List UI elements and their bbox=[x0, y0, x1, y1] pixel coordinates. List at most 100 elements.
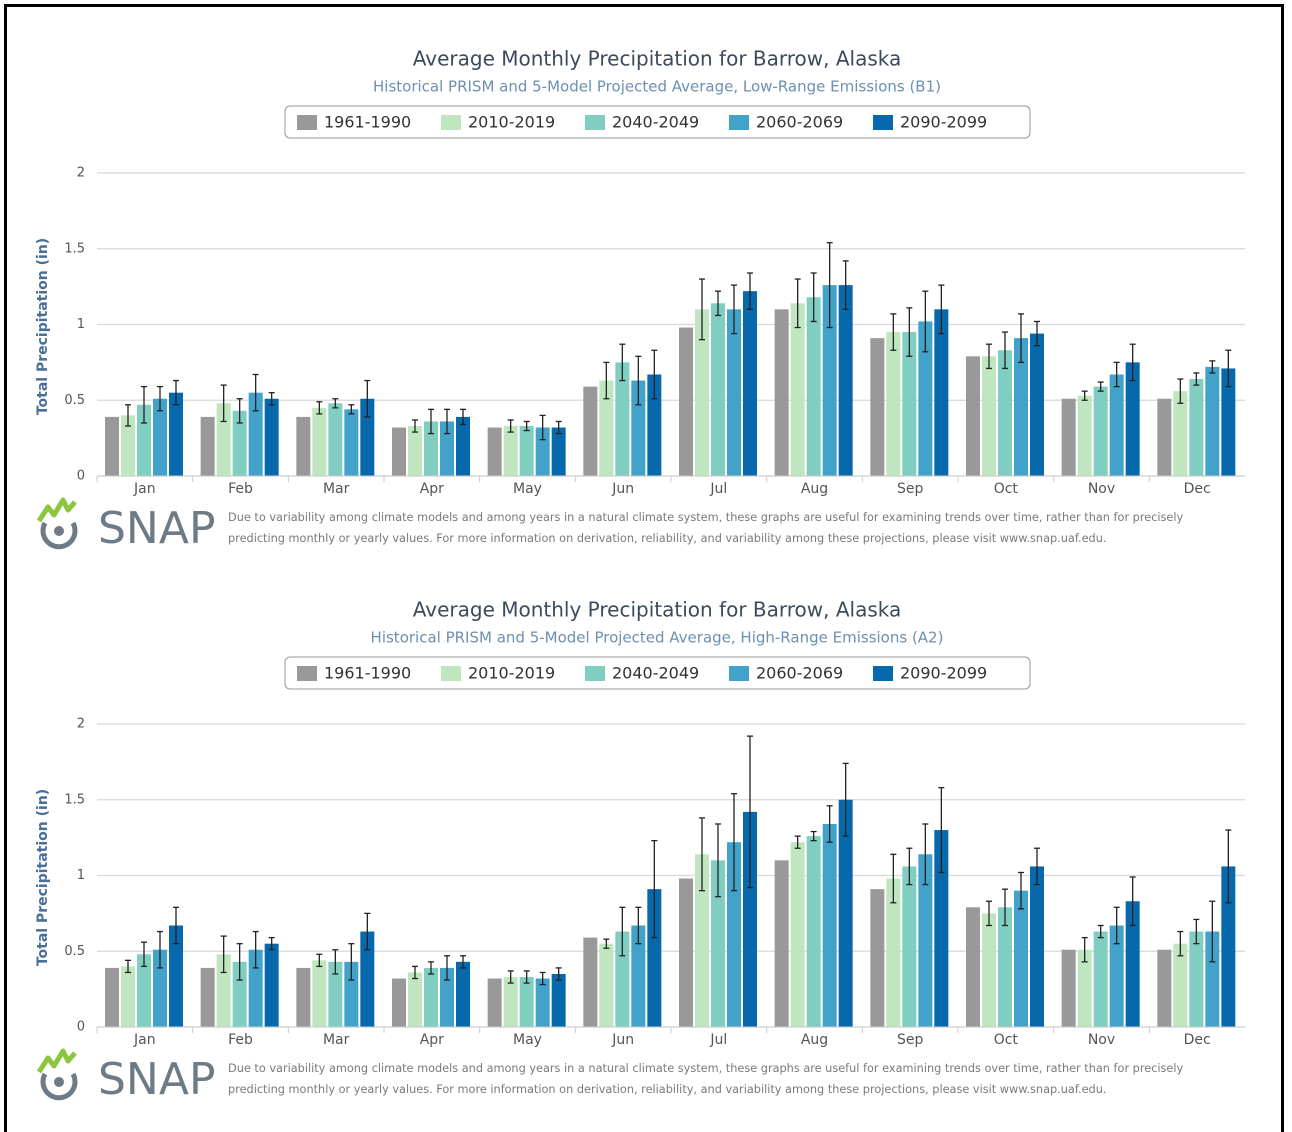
bar bbox=[344, 409, 359, 476]
bar bbox=[264, 398, 279, 476]
bar bbox=[1077, 949, 1092, 1027]
error-bar bbox=[1081, 936, 1088, 963]
bar bbox=[966, 356, 980, 476]
x-tick-label: Jul bbox=[709, 481, 727, 497]
y-axis-label: Total Precipitation (in) bbox=[35, 789, 51, 966]
x-tick-label: Oct bbox=[994, 1032, 1019, 1048]
error-bar bbox=[986, 343, 992, 370]
bar bbox=[774, 860, 789, 1027]
error-bar bbox=[715, 823, 721, 898]
x-tick-label: Jul bbox=[709, 1032, 727, 1048]
bar bbox=[806, 297, 821, 476]
bar bbox=[1061, 398, 1076, 476]
bar bbox=[998, 350, 1012, 476]
error-bar bbox=[220, 384, 227, 423]
error-bar bbox=[252, 930, 259, 969]
legend-label: 2010-2019 bbox=[468, 664, 555, 683]
bar bbox=[153, 398, 167, 476]
bar bbox=[169, 925, 183, 1027]
error-bar bbox=[316, 401, 323, 415]
error-bar bbox=[220, 935, 227, 974]
bar bbox=[408, 972, 422, 1027]
error-bar bbox=[603, 938, 610, 949]
error-bar bbox=[444, 408, 450, 435]
legend-box bbox=[284, 656, 1031, 690]
bar bbox=[918, 854, 933, 1027]
y-axis-label: Total Precipitation (in) bbox=[35, 238, 51, 415]
logo-dot bbox=[54, 1077, 64, 1087]
x-tick-label: Jan bbox=[133, 1032, 156, 1048]
bar bbox=[902, 332, 917, 476]
y-tick-label: 0.5 bbox=[64, 944, 85, 959]
error-bar bbox=[938, 284, 945, 335]
y-tick-label: 1 bbox=[77, 868, 85, 883]
x-tick-label: Apr bbox=[420, 481, 444, 497]
bar bbox=[392, 427, 406, 476]
bar bbox=[647, 374, 662, 476]
bar bbox=[1093, 386, 1108, 476]
bar bbox=[232, 961, 247, 1027]
error-bar bbox=[141, 941, 147, 968]
bar bbox=[535, 978, 550, 1027]
y-tick-label: 0 bbox=[77, 1020, 85, 1035]
error-bar bbox=[157, 930, 163, 969]
legend-swatch bbox=[297, 115, 317, 130]
bar bbox=[934, 830, 949, 1027]
legend-swatch bbox=[441, 666, 461, 681]
bar bbox=[1077, 395, 1092, 476]
error-bar bbox=[1113, 361, 1120, 388]
bar bbox=[551, 973, 566, 1027]
x-tick-label: May bbox=[513, 1032, 542, 1048]
bar bbox=[360, 931, 375, 1027]
chart-title: Average Monthly Precipitation for Barrow… bbox=[413, 47, 902, 71]
bar bbox=[838, 799, 853, 1027]
error-bar bbox=[1034, 847, 1040, 886]
bar bbox=[631, 925, 646, 1027]
error-bar bbox=[348, 943, 355, 981]
disclaimer: Due to variability among climate models … bbox=[228, 511, 1184, 545]
error-bar bbox=[922, 823, 929, 886]
error-bar bbox=[236, 943, 243, 981]
bar bbox=[1189, 931, 1204, 1027]
bar bbox=[360, 398, 375, 476]
bar bbox=[137, 404, 151, 476]
legend-swatch bbox=[297, 666, 317, 681]
logo-text: SNAP bbox=[98, 1054, 215, 1105]
bar bbox=[647, 889, 662, 1027]
error-bar bbox=[1177, 930, 1184, 957]
bar bbox=[998, 907, 1012, 1027]
logo-ring bbox=[40, 1072, 78, 1101]
bar bbox=[631, 380, 646, 476]
bar bbox=[248, 949, 263, 1027]
error-bar bbox=[986, 900, 992, 927]
bar bbox=[392, 978, 406, 1027]
bar bbox=[902, 866, 917, 1027]
error-bar bbox=[332, 398, 339, 409]
x-tick-label: Dec bbox=[1184, 481, 1211, 497]
bar bbox=[487, 427, 502, 476]
error-bar bbox=[428, 961, 434, 975]
x-tick-label: Feb bbox=[228, 1032, 253, 1048]
error-bar bbox=[444, 955, 450, 981]
bar bbox=[1030, 333, 1044, 476]
bar bbox=[583, 386, 598, 476]
error-bar bbox=[523, 420, 530, 432]
error-bar bbox=[747, 735, 753, 889]
x-tick-label: Sep bbox=[897, 481, 924, 497]
bar bbox=[1014, 890, 1028, 1027]
bar bbox=[137, 954, 151, 1027]
error-bar bbox=[332, 949, 339, 975]
bar bbox=[934, 309, 949, 476]
bar bbox=[296, 416, 311, 476]
bar bbox=[886, 878, 901, 1027]
bar bbox=[519, 977, 534, 1027]
y-tick-label: 1.5 bbox=[64, 792, 85, 807]
error-bar bbox=[555, 420, 562, 435]
error-bar bbox=[1018, 871, 1024, 910]
legend-label: 2090-2099 bbox=[900, 664, 987, 683]
error-bar bbox=[635, 355, 642, 406]
legend-swatch bbox=[729, 115, 749, 130]
bar bbox=[105, 416, 119, 476]
